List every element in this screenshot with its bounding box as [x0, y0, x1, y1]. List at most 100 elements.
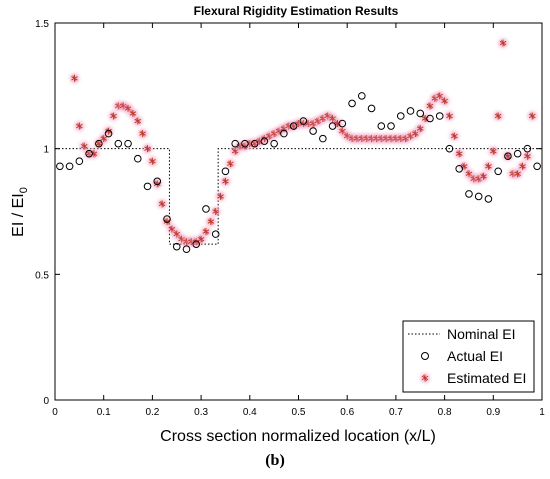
marker-stroke — [199, 235, 204, 243]
point-estimated — [493, 110, 504, 121]
series-layer — [55, 38, 542, 253]
point-actual — [328, 122, 337, 130]
point-estimated — [200, 226, 211, 237]
marker-stroke — [150, 158, 155, 165]
point-estimated — [424, 100, 435, 111]
x-axis-label: Cross section normalized location (x/L) — [160, 428, 436, 445]
point-actual — [387, 122, 395, 130]
point-estimated — [527, 110, 538, 121]
point-actual — [95, 139, 103, 148]
legend-label: Nominal EI — [447, 326, 515, 342]
marker-stroke — [452, 132, 457, 140]
point-actual — [211, 230, 220, 238]
marker-stroke — [418, 125, 423, 132]
point-actual — [396, 112, 405, 120]
point-estimated — [132, 116, 143, 127]
point-estimated — [488, 146, 499, 157]
marker-stroke — [413, 130, 418, 137]
point-estimated — [127, 108, 138, 119]
y-axis-label: EI / EI0 — [10, 187, 30, 237]
marker-stroke — [457, 150, 462, 157]
figure-caption: (b) — [0, 452, 550, 470]
marker-stroke — [208, 218, 213, 225]
point-actual — [114, 139, 123, 148]
legend-label: Estimated EI — [447, 370, 526, 386]
point-actual — [124, 139, 132, 148]
marker-stroke — [203, 228, 208, 235]
point-actual — [484, 195, 493, 203]
point-actual — [455, 164, 464, 173]
point-actual — [338, 119, 347, 128]
x-axis-ticks: 0 0.1 0.2 0.3 0.4 0.5 0.6 0.7 0.8 0.9 1 — [52, 23, 545, 418]
point-actual — [533, 162, 541, 171]
y-axis-ticks: 0 0.5 1 1.5 — [35, 19, 542, 407]
point-actual — [202, 205, 210, 213]
point-actual — [377, 122, 386, 130]
point-actual — [367, 104, 376, 113]
point-estimated — [478, 171, 489, 182]
marker-stroke — [427, 102, 433, 110]
point-estimated — [512, 168, 523, 179]
point-actual — [270, 139, 278, 148]
marker-stroke — [505, 153, 510, 160]
marker-stroke — [525, 153, 530, 160]
point-estimated — [152, 178, 163, 189]
x-tick-label: 0.7 — [389, 407, 403, 418]
marker-stroke — [432, 95, 437, 102]
marker-stroke — [311, 120, 316, 127]
point-actual — [163, 215, 171, 223]
point-estimated — [137, 128, 148, 139]
marker-stroke — [101, 135, 106, 142]
marker-stroke — [242, 142, 247, 150]
x-tick-label: 0.4 — [243, 407, 257, 418]
marker-stroke — [501, 39, 506, 47]
point-actual — [104, 129, 113, 138]
marker-stroke — [315, 117, 320, 125]
point-actual — [133, 154, 142, 163]
marker-stroke — [291, 122, 296, 130]
legend-swatch-estimated — [420, 373, 430, 383]
point-actual — [153, 177, 162, 186]
marker-stroke — [462, 163, 467, 170]
marker-stroke — [530, 112, 535, 120]
marker-stroke — [218, 193, 223, 200]
point-estimated — [210, 206, 221, 217]
point-actual — [406, 107, 415, 115]
point-estimated — [74, 121, 85, 132]
point-estimated — [225, 158, 236, 169]
x-tick-label: 1 — [539, 407, 545, 418]
point-actual — [474, 192, 483, 201]
marker-stroke — [160, 200, 165, 208]
point-actual — [241, 139, 249, 148]
point-actual — [143, 182, 152, 191]
x-tick-label: 0.2 — [145, 407, 159, 418]
point-actual — [309, 127, 317, 135]
marker-stroke — [130, 110, 135, 117]
marker-stroke — [491, 147, 496, 155]
point-estimated — [162, 216, 173, 227]
marker-stroke — [145, 145, 150, 152]
point-estimated — [215, 191, 226, 202]
point-estimated — [205, 216, 216, 227]
point-estimated — [498, 38, 509, 49]
marker-stroke — [77, 122, 82, 130]
point-actual — [494, 167, 502, 176]
caption-label: (b) — [265, 452, 285, 469]
point-estimated — [108, 110, 119, 121]
x-tick-label: 0.9 — [486, 407, 500, 418]
marker-stroke — [272, 130, 277, 137]
marker-stroke — [442, 97, 447, 105]
point-actual — [289, 122, 298, 130]
point-actual — [523, 144, 532, 153]
x-tick-label: 0.8 — [438, 407, 452, 418]
marker-stroke — [423, 115, 428, 122]
x-tick-label: 0.5 — [292, 407, 306, 418]
point-actual — [192, 240, 201, 248]
point-estimated — [142, 143, 153, 154]
marker-stroke — [140, 130, 145, 137]
marker-stroke — [223, 178, 228, 185]
marker-stroke — [262, 135, 267, 142]
point-actual — [75, 157, 84, 166]
point-actual — [513, 149, 522, 158]
marker-stroke — [403, 135, 408, 142]
